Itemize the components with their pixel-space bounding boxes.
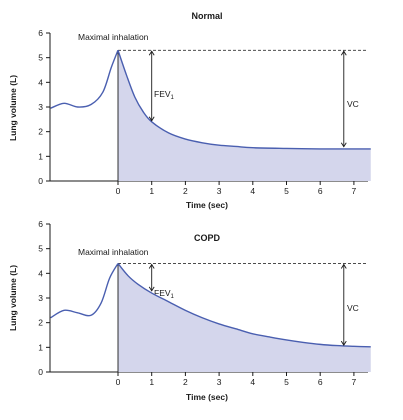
tidal-breathing-curve bbox=[50, 50, 119, 109]
y-tick-label: 0 bbox=[38, 367, 43, 377]
y-axis-title: Lung volume (L) bbox=[8, 265, 18, 331]
y-tick-label: 3 bbox=[38, 102, 43, 112]
fev1-arrow-head-bottom bbox=[148, 286, 155, 292]
y-tick-label: 1 bbox=[38, 151, 43, 161]
x-tick-label: 6 bbox=[318, 377, 323, 387]
chart-title: COPD bbox=[194, 233, 221, 243]
y-axis-title: Lung volume (L) bbox=[8, 75, 18, 141]
fev1-main: FEV bbox=[154, 288, 171, 298]
vc-label: VC bbox=[347, 99, 359, 109]
vc-arrow-head-bottom bbox=[340, 340, 347, 346]
x-tick-label: 2 bbox=[183, 186, 188, 196]
vc-arrow-head-bottom bbox=[340, 142, 347, 148]
y-tick-label: 0 bbox=[38, 176, 43, 186]
vc-arrow-head-top bbox=[340, 263, 347, 269]
fev1-arrow-head-top bbox=[148, 50, 155, 56]
chart-title: Normal bbox=[191, 11, 222, 21]
x-tick-label: 7 bbox=[352, 377, 357, 387]
x-axis-title: Time (sec) bbox=[186, 200, 228, 210]
exhaled-volume-area bbox=[118, 263, 371, 372]
maximal-inhalation-label: Maximal inhalation bbox=[78, 32, 149, 42]
y-tick-label: 3 bbox=[38, 293, 43, 303]
fev1-label: FEV1 bbox=[154, 89, 175, 101]
x-tick-label: 2 bbox=[183, 377, 188, 387]
x-tick-label: 7 bbox=[352, 186, 357, 196]
chart-copd: COPD Lung volume (L) Time (sec) Maximal … bbox=[8, 219, 371, 402]
vc-arrow-head-top bbox=[340, 50, 347, 56]
x-tick-label: 4 bbox=[250, 186, 255, 196]
fev1-main: FEV bbox=[154, 89, 171, 99]
vc-label: VC bbox=[347, 303, 359, 313]
x-tick-label: 6 bbox=[318, 186, 323, 196]
fev1-label: FEV1 bbox=[154, 288, 175, 300]
vc-arrow bbox=[340, 50, 347, 148]
y-tick-label: 2 bbox=[38, 318, 43, 328]
x-axis-title: Time (sec) bbox=[186, 392, 228, 402]
y-tick-label: 6 bbox=[38, 219, 43, 229]
x-tick-label: 5 bbox=[284, 377, 289, 387]
chart-normal: Normal Lung volume (L) Time (sec) Maxima… bbox=[8, 11, 371, 210]
tidal-breathing-curve bbox=[50, 263, 119, 319]
y-tick-label: 1 bbox=[38, 342, 43, 352]
x-tick-label: 3 bbox=[217, 186, 222, 196]
forced-exhalation-curve bbox=[117, 263, 371, 348]
fev1-arrow bbox=[148, 50, 155, 122]
maximal-inhalation-label: Maximal inhalation bbox=[78, 247, 149, 257]
exhaled-volume-area bbox=[118, 50, 371, 181]
y-tick-label: 4 bbox=[38, 77, 43, 87]
y-tick-label: 6 bbox=[38, 28, 43, 38]
x-tick-label: 0 bbox=[116, 186, 121, 196]
x-tick-label: 3 bbox=[217, 377, 222, 387]
x-tick-label: 1 bbox=[149, 377, 154, 387]
x-tick-label: 4 bbox=[250, 377, 255, 387]
y-tick-label: 5 bbox=[38, 53, 43, 63]
y-tick-label: 4 bbox=[38, 268, 43, 278]
y-tick-label: 5 bbox=[38, 244, 43, 254]
y-tick-label: 2 bbox=[38, 127, 43, 137]
x-tick-label: 5 bbox=[284, 186, 289, 196]
forced-exhalation-curve bbox=[117, 50, 371, 150]
x-tick-label: 0 bbox=[116, 377, 121, 387]
fev1-subscript: 1 bbox=[171, 95, 175, 101]
fev1-subscript: 1 bbox=[171, 294, 175, 300]
fev1-arrow bbox=[148, 263, 155, 292]
vc-arrow bbox=[340, 263, 347, 346]
fev1-arrow-head-top bbox=[148, 263, 155, 269]
x-tick-label: 1 bbox=[149, 186, 154, 196]
fev1-arrow-head-bottom bbox=[148, 116, 155, 122]
